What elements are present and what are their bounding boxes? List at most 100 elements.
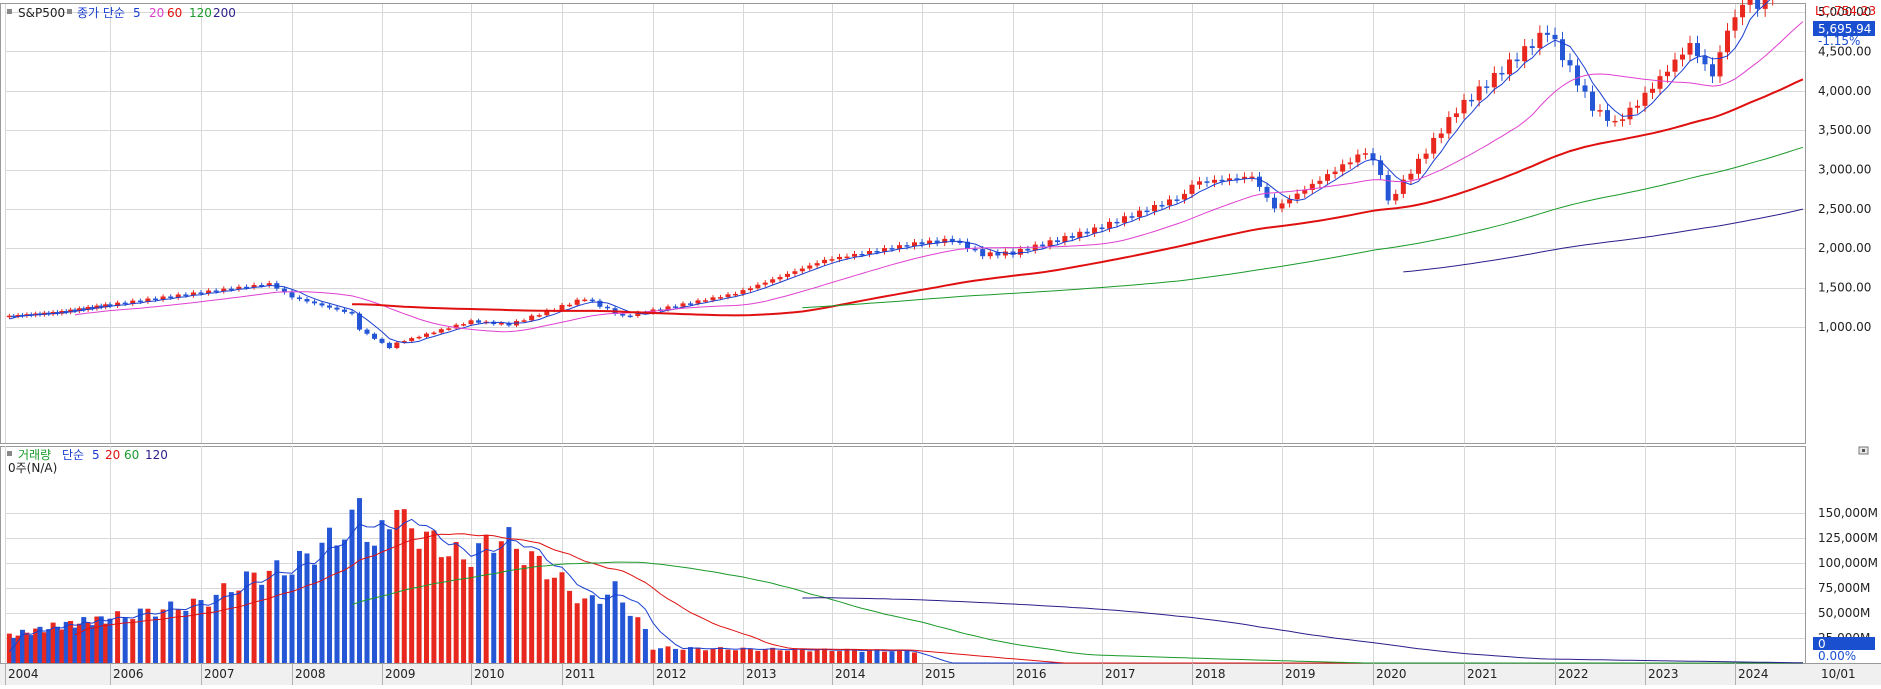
volume-panel-marker[interactable] <box>7 451 12 456</box>
volume-bar <box>536 555 542 663</box>
candle-body <box>1642 92 1648 106</box>
volume-bar <box>334 545 340 663</box>
price-ma-5-line <box>9 0 1771 344</box>
volume-bar <box>859 651 865 663</box>
candle-body <box>829 259 835 261</box>
candle-body <box>438 329 444 333</box>
current-price-badge <box>1813 21 1875 36</box>
candle-body <box>1174 199 1180 201</box>
candle-body <box>1378 160 1384 176</box>
volume-bar <box>319 542 325 663</box>
candle-body <box>874 251 880 253</box>
candle-body <box>1055 240 1060 243</box>
price-symbol-label: S&P500 <box>18 6 65 20</box>
candle-body <box>1620 119 1625 121</box>
volume-legend: 거래량 단순 5 20 60 120 <box>7 448 168 462</box>
volume-bar <box>115 611 121 663</box>
indicator-marker[interactable] <box>67 9 72 14</box>
candle-body <box>1264 186 1270 198</box>
candle-body <box>446 328 452 330</box>
candle-body <box>6 315 12 318</box>
volume-bar <box>94 616 100 663</box>
candle-body <box>980 249 986 257</box>
x-end-label: 10/01 <box>1821 667 1856 681</box>
candlestick-series <box>6 0 1774 350</box>
candle-body <box>1635 105 1640 108</box>
candle-body <box>1025 248 1031 251</box>
volume-bar <box>394 509 400 663</box>
volume-bar <box>251 572 257 663</box>
candle-body <box>379 338 385 343</box>
volume-bars <box>6 498 917 663</box>
volume-bar <box>357 498 362 663</box>
volume-bar <box>770 647 776 663</box>
x-tick-label: 2014 <box>835 667 866 681</box>
candle-body <box>1567 60 1573 66</box>
candle-body <box>837 256 842 260</box>
grid-lines <box>5 4 1805 663</box>
candle-body <box>1204 181 1210 183</box>
volume-bar <box>266 570 272 663</box>
volume-bar <box>627 615 633 663</box>
candle-body <box>1212 179 1217 183</box>
volume-bar <box>567 590 573 663</box>
candle-body <box>1431 137 1437 154</box>
candle-body <box>94 305 100 309</box>
x-tick-label: 2011 <box>565 667 596 681</box>
candle-body <box>1325 174 1330 181</box>
candle-body <box>1047 240 1053 247</box>
candle-body <box>567 304 573 307</box>
volume-bar <box>416 548 422 663</box>
candle-body <box>1355 154 1361 163</box>
x-tick-label: 2024 <box>1738 667 1769 681</box>
volume-bar <box>206 606 212 663</box>
volume-bar <box>213 594 219 663</box>
volume-bar <box>529 551 535 663</box>
current-price-label: 5,695.94 <box>1818 22 1871 36</box>
volume-ma-120-line <box>802 597 1803 664</box>
candle-body <box>710 297 716 301</box>
candle-body <box>1590 91 1595 111</box>
price-panel-marker[interactable] <box>7 9 12 14</box>
candle-body <box>1242 176 1247 179</box>
x-tick-label: 2013 <box>746 667 777 681</box>
volume-bar <box>468 566 474 663</box>
volume-bar <box>792 648 798 663</box>
candle-body <box>1627 107 1633 120</box>
candle-body <box>1287 199 1293 204</box>
volume-bar <box>897 649 902 663</box>
volume-bar <box>574 603 580 663</box>
volume-bar <box>605 594 610 663</box>
candle-body <box>688 303 693 305</box>
candle-body <box>409 338 415 342</box>
candle-body <box>153 298 158 301</box>
candle-body <box>1189 184 1195 194</box>
candle-body <box>747 288 753 291</box>
volume-bar <box>725 649 731 663</box>
candle-body <box>46 312 52 315</box>
candle-body <box>934 240 940 243</box>
volume-bar <box>81 617 87 663</box>
volume-bar <box>41 632 47 663</box>
volume-current-badge <box>1813 637 1875 650</box>
candle-body <box>703 300 708 302</box>
candle-body <box>259 284 265 287</box>
price-tick-label: 2,500.00 <box>1818 202 1871 216</box>
candle-body <box>792 271 798 274</box>
candle-body <box>1469 99 1475 102</box>
volume-bar <box>37 626 43 663</box>
candle-body <box>1575 65 1580 86</box>
candle-body <box>987 252 993 257</box>
volume-current-value: 0 <box>1818 637 1826 651</box>
candle-body <box>327 305 332 308</box>
x-tick-label: 2020 <box>1376 667 1407 681</box>
candle-body <box>1732 17 1738 31</box>
candle-body <box>1725 30 1730 53</box>
price-tick-label: 4,500.00 <box>1818 44 1871 58</box>
candle-body <box>718 297 723 299</box>
candle-body <box>1129 216 1135 218</box>
candle-body <box>90 306 95 309</box>
candle-body <box>897 245 902 249</box>
volume-bar <box>175 609 181 663</box>
volume-bar <box>236 590 242 663</box>
